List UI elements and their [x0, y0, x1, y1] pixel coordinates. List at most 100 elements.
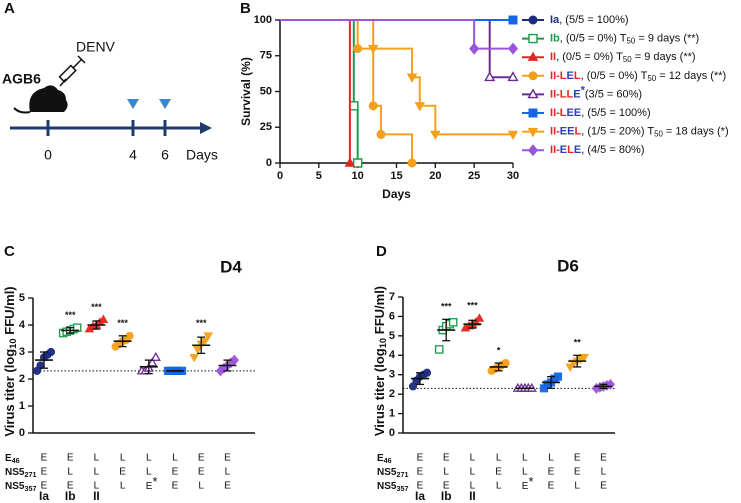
marker: [353, 44, 363, 54]
timeline-label: 6: [161, 147, 169, 163]
marker: [528, 15, 538, 25]
legend-detail: , (0/5 = 0%) T50 = 9 days (**): [556, 51, 695, 64]
timeline-unit: Days: [186, 147, 218, 163]
mouse-tail: [13, 107, 31, 114]
x-tick-label: 30: [507, 170, 519, 182]
genotype-cell: E: [67, 453, 74, 464]
y-tick-label: 1: [389, 407, 395, 419]
marker: [507, 42, 519, 55]
significance-label: *: [497, 345, 501, 355]
genotype-cell: E: [41, 453, 48, 464]
y-tick-label: 25: [260, 121, 272, 133]
legend-detail: , (4/5 = 80%): [581, 144, 644, 156]
x-tick-label: 10: [352, 170, 364, 182]
legend-detail: , (1/5 = 20%) T50 = 18 days (*): [581, 126, 728, 139]
marker: [150, 351, 161, 361]
marker: [349, 101, 359, 111]
genotype-cell: E: [574, 453, 581, 464]
genotype-cell: L: [198, 481, 204, 492]
genotype-cell: L: [496, 481, 502, 492]
genotype-cell: E: [417, 453, 424, 464]
marker: [422, 368, 432, 377]
timeline-label: 4: [129, 147, 137, 163]
mouse-icon: [29, 85, 68, 112]
genotype-cell: E: [443, 481, 450, 492]
legend-name: Ia: [550, 14, 560, 26]
marker: [528, 71, 538, 81]
legend-name: II-LEL: [550, 70, 581, 82]
legend-name: Ib: [550, 33, 560, 45]
genotype-cell: L: [470, 453, 476, 464]
survival-line: [280, 19, 414, 163]
marker: [192, 345, 203, 355]
genotype-cell: E: [198, 467, 205, 478]
marker: [474, 313, 485, 322]
genotype-row-label: E46: [5, 453, 20, 465]
y-axis-title: Survival (%): [239, 57, 253, 126]
marker: [406, 73, 418, 83]
genotype-cell: E: [41, 467, 48, 478]
syringe-icon: [58, 55, 86, 87]
marker: [484, 71, 496, 82]
legend-label: II-LLE*(3/5 = 60%): [550, 84, 642, 100]
panel-label: B: [240, 0, 251, 17]
marker: [344, 157, 356, 167]
y-tick-label: 5: [19, 292, 25, 304]
significance-label: ***: [91, 302, 102, 312]
marker: [376, 129, 386, 139]
genotype-cell: E: [172, 467, 179, 478]
genotype-cell: L: [522, 453, 528, 464]
panel-label: C: [4, 243, 15, 260]
genotype-cell: E: [119, 467, 126, 478]
panel-label: D: [376, 243, 387, 260]
genotype-cell: L: [120, 481, 126, 492]
genotype-cell: E: [172, 481, 179, 492]
genotype-row-label: E46: [377, 453, 392, 465]
marker: [469, 42, 480, 55]
mouse-label: AGB6: [2, 71, 41, 87]
significance-label: ***: [117, 318, 128, 328]
legend-label: II-LEE, (5/5 = 100%): [550, 107, 651, 119]
marker: [527, 127, 539, 138]
marker: [448, 317, 458, 327]
genotype-cell: L: [225, 467, 231, 478]
marker: [579, 353, 590, 363]
genotype-row-label: NS5271: [377, 467, 408, 479]
marker: [147, 357, 158, 367]
genotype-cell: L: [172, 453, 178, 464]
genotype-cell: E: [41, 481, 48, 492]
genotype-cell: L: [94, 453, 100, 464]
y-tick-label: 3: [19, 346, 25, 358]
marker: [434, 345, 444, 354]
y-tick-label: 4: [19, 319, 26, 331]
genotype-cell: L: [470, 481, 476, 492]
y-tick-label: 0: [389, 427, 395, 439]
x-axis-title: Days: [382, 187, 411, 201]
marker: [199, 337, 210, 347]
significance-label: ***: [196, 318, 207, 328]
group-label: II: [469, 489, 476, 503]
y-tick-label: 100: [254, 14, 272, 26]
y-axis-title: Virus titer (log10 FFU/ml): [372, 286, 388, 436]
genotype-cell: E*: [522, 474, 534, 491]
genotype-cell: L: [67, 467, 73, 478]
marker: [352, 158, 363, 168]
marker: [367, 44, 379, 55]
y-tick-label: 2: [389, 388, 395, 400]
x-tick-label: 0: [277, 170, 283, 182]
marker: [553, 372, 563, 381]
marker: [528, 108, 538, 118]
group-label: Ia: [39, 489, 49, 503]
genotype-cell: L: [496, 453, 502, 464]
significance-label: ***: [467, 301, 478, 311]
marker: [508, 15, 518, 25]
genotype-cell: E*: [146, 474, 158, 491]
legend-name: II-ELE: [550, 144, 581, 156]
legend-name: II-EEL: [550, 126, 581, 138]
injection-marker: [159, 99, 171, 109]
genotype-cell: L: [601, 467, 607, 478]
y-tick-label: 0: [19, 427, 25, 439]
genotype-cell: E: [224, 453, 231, 464]
legend-label: II-ELE, (4/5 = 80%): [550, 144, 645, 156]
